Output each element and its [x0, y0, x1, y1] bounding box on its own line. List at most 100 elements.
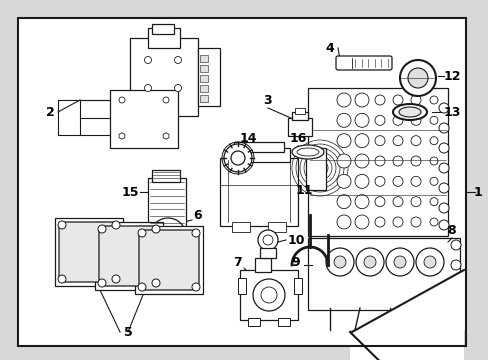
Circle shape	[144, 57, 151, 63]
Bar	[234, 142, 284, 152]
Circle shape	[438, 143, 448, 153]
Circle shape	[407, 68, 427, 88]
Ellipse shape	[398, 107, 420, 117]
Circle shape	[423, 256, 435, 268]
Bar	[130, 38, 198, 116]
Circle shape	[429, 116, 437, 124]
Bar	[135, 226, 203, 294]
Bar	[148, 178, 185, 236]
Circle shape	[336, 113, 350, 127]
Circle shape	[119, 133, 125, 139]
Bar	[240, 270, 297, 320]
Bar	[294, 108, 305, 114]
Text: 12: 12	[442, 69, 460, 82]
Circle shape	[138, 283, 146, 291]
Circle shape	[438, 220, 448, 230]
Circle shape	[58, 221, 66, 229]
Circle shape	[392, 95, 402, 105]
Bar	[200, 65, 207, 72]
Circle shape	[261, 287, 276, 303]
Circle shape	[336, 134, 350, 148]
Circle shape	[336, 195, 350, 209]
Circle shape	[374, 176, 384, 186]
Circle shape	[336, 154, 350, 168]
Circle shape	[138, 229, 146, 237]
Circle shape	[410, 95, 420, 105]
Text: 8: 8	[447, 224, 455, 237]
Circle shape	[325, 248, 353, 276]
Bar	[220, 158, 297, 226]
Circle shape	[258, 230, 278, 250]
Polygon shape	[307, 238, 459, 310]
Bar	[307, 88, 447, 236]
Circle shape	[392, 217, 402, 227]
Circle shape	[410, 136, 420, 146]
Circle shape	[174, 85, 181, 91]
Text: 13: 13	[443, 105, 460, 118]
Text: 3: 3	[263, 94, 272, 107]
FancyBboxPatch shape	[335, 56, 391, 70]
Bar	[260, 248, 275, 258]
Circle shape	[224, 144, 251, 172]
Text: 2: 2	[45, 105, 54, 118]
Circle shape	[374, 197, 384, 207]
Circle shape	[252, 279, 285, 311]
Circle shape	[192, 283, 200, 291]
Circle shape	[163, 97, 169, 103]
Circle shape	[410, 156, 420, 166]
Circle shape	[98, 225, 106, 233]
Circle shape	[230, 151, 244, 165]
Bar	[291, 112, 307, 120]
Circle shape	[393, 256, 405, 268]
Circle shape	[429, 218, 437, 226]
Circle shape	[354, 174, 368, 188]
Text: 4: 4	[325, 41, 334, 54]
Ellipse shape	[392, 104, 426, 120]
Circle shape	[429, 137, 437, 145]
FancyBboxPatch shape	[99, 226, 159, 286]
Circle shape	[410, 197, 420, 207]
Circle shape	[263, 235, 272, 245]
Circle shape	[438, 163, 448, 173]
Bar	[200, 85, 207, 92]
Circle shape	[450, 260, 460, 270]
Circle shape	[112, 221, 120, 229]
Circle shape	[192, 229, 200, 237]
Circle shape	[98, 279, 106, 287]
Circle shape	[174, 57, 181, 63]
Bar	[150, 230, 185, 242]
Circle shape	[374, 115, 384, 125]
Text: 9: 9	[291, 256, 300, 269]
Bar	[110, 90, 178, 148]
Bar	[198, 48, 220, 106]
Circle shape	[354, 215, 368, 229]
Circle shape	[392, 197, 402, 207]
Circle shape	[374, 136, 384, 146]
Circle shape	[450, 240, 460, 250]
Circle shape	[385, 248, 413, 276]
Ellipse shape	[291, 145, 324, 159]
Text: 16: 16	[289, 131, 306, 144]
Ellipse shape	[296, 148, 318, 156]
Bar	[148, 28, 180, 48]
Circle shape	[354, 154, 368, 168]
Polygon shape	[337, 58, 389, 66]
Circle shape	[119, 97, 125, 103]
Bar	[200, 75, 207, 82]
Circle shape	[374, 156, 384, 166]
Polygon shape	[349, 332, 463, 360]
Circle shape	[354, 113, 368, 127]
Circle shape	[354, 134, 368, 148]
Bar	[55, 218, 123, 286]
Bar	[267, 222, 285, 232]
Circle shape	[429, 177, 437, 185]
Circle shape	[392, 176, 402, 186]
Bar	[254, 258, 270, 272]
Circle shape	[438, 183, 448, 193]
Bar	[152, 24, 174, 34]
Circle shape	[399, 60, 435, 96]
Circle shape	[336, 174, 350, 188]
Circle shape	[410, 217, 420, 227]
Circle shape	[374, 95, 384, 105]
Bar	[287, 118, 311, 136]
